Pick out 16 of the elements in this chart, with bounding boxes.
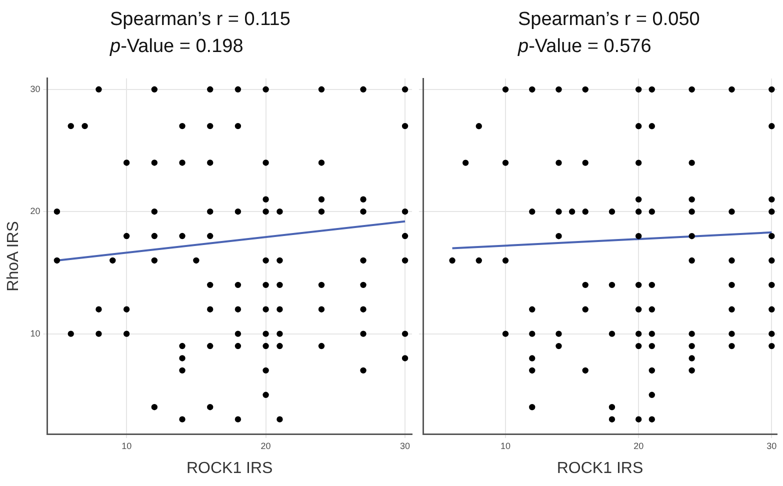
x-tick-label: 10 bbox=[500, 440, 511, 451]
y-tick-label: 10 bbox=[30, 328, 40, 338]
x-axis-title: ROCK1 IRS bbox=[556, 460, 644, 477]
x-tick-label: 10 bbox=[122, 440, 132, 451]
y-axis-title: RhoA IRS bbox=[5, 221, 22, 292]
x-tick-label: 30 bbox=[400, 440, 410, 451]
x-tick-label: 20 bbox=[260, 440, 271, 451]
x-tick-label: 30 bbox=[766, 440, 777, 451]
chart-subtitle: p-Value = 0.576 bbox=[518, 36, 652, 57]
x-tick-label: 20 bbox=[634, 440, 644, 451]
x-axis-title: ROCK1 IRS bbox=[186, 460, 273, 477]
y-tick-label: 20 bbox=[30, 206, 40, 216]
chart-subtitle: p-Value = 0.198 bbox=[110, 36, 244, 57]
y-tick-label: 30 bbox=[30, 84, 40, 94]
chart-title: Spearman’s r = 0.115 bbox=[110, 8, 292, 32]
chart-title: Spearman’s r = 0.050 bbox=[518, 8, 701, 32]
